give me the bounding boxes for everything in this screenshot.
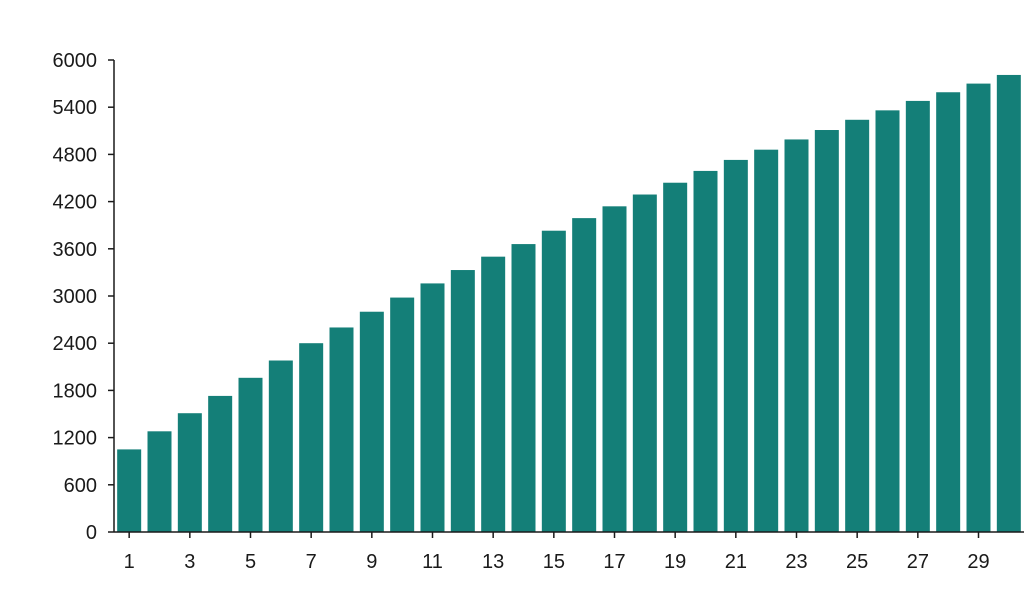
bar-14 [511, 244, 536, 532]
y-tick-label: 3000 [53, 286, 98, 308]
bar-30 [996, 74, 1021, 532]
y-tick-label: 5400 [53, 97, 98, 119]
bar-13 [481, 256, 506, 532]
bar-1 [117, 449, 142, 532]
y-tick-label: 4200 [53, 192, 98, 214]
x-tick-label: 1 [124, 551, 135, 573]
x-tick-label: 13 [482, 551, 504, 573]
bar-22 [754, 149, 779, 532]
bar-11 [420, 283, 445, 532]
y-tick-label: 2400 [53, 333, 98, 355]
bar-23 [784, 139, 809, 532]
y-tick-label: 1200 [53, 428, 98, 450]
bar-20 [693, 170, 718, 533]
bar-5 [238, 377, 263, 532]
x-tick-label: 27 [907, 551, 929, 573]
bar-4 [208, 395, 233, 532]
bar-15 [541, 230, 566, 532]
y-tick-label: 1800 [53, 380, 98, 402]
x-tick-label: 29 [967, 551, 989, 573]
bar-3 [177, 413, 202, 532]
bar-18 [632, 194, 657, 532]
y-axis-ticks: 0 600 1200 1800 2400 3000 3600 4200 4800 5400 6000 [53, 50, 114, 544]
x-axis-ticks: 1 3 5 7 9 11 13 15 17 19 21 23 25 27 29 [124, 532, 990, 573]
x-tick-label: 15 [543, 551, 565, 573]
bar-26 [875, 110, 900, 532]
bar-8 [329, 327, 354, 532]
x-tick-label: 9 [366, 551, 377, 573]
bar-21 [723, 159, 748, 532]
bar-19 [663, 182, 688, 532]
y-tick-label: 600 [64, 475, 97, 497]
x-tick-label: 19 [664, 551, 686, 573]
y-tick-label: 4800 [53, 144, 98, 166]
bar-27 [905, 100, 930, 532]
bar-29 [966, 83, 991, 532]
bar-9 [359, 311, 384, 532]
y-tick-label: 0 [86, 522, 97, 544]
x-tick-label: 5 [245, 551, 256, 573]
x-tick-label: 11 [422, 551, 443, 573]
bar-10 [390, 297, 415, 532]
x-tick-label: 3 [184, 551, 195, 573]
bar-28 [936, 92, 961, 532]
bar-2 [147, 431, 172, 532]
bar-17 [602, 206, 627, 532]
bar-6 [268, 360, 293, 532]
x-tick-label: 7 [306, 551, 317, 573]
x-tick-label: 25 [846, 551, 868, 573]
bar-24 [814, 130, 839, 532]
bars-group [117, 74, 1021, 533]
bar-16 [572, 218, 597, 532]
x-tick-label: 21 [725, 551, 747, 573]
bar-7 [299, 343, 324, 532]
x-tick-label: 23 [785, 551, 807, 573]
y-tick-label: 6000 [53, 50, 98, 72]
x-tick-label: 17 [603, 551, 625, 573]
bar-12 [450, 270, 475, 532]
y-tick-label: 3600 [53, 239, 98, 261]
bar-25 [845, 119, 870, 532]
